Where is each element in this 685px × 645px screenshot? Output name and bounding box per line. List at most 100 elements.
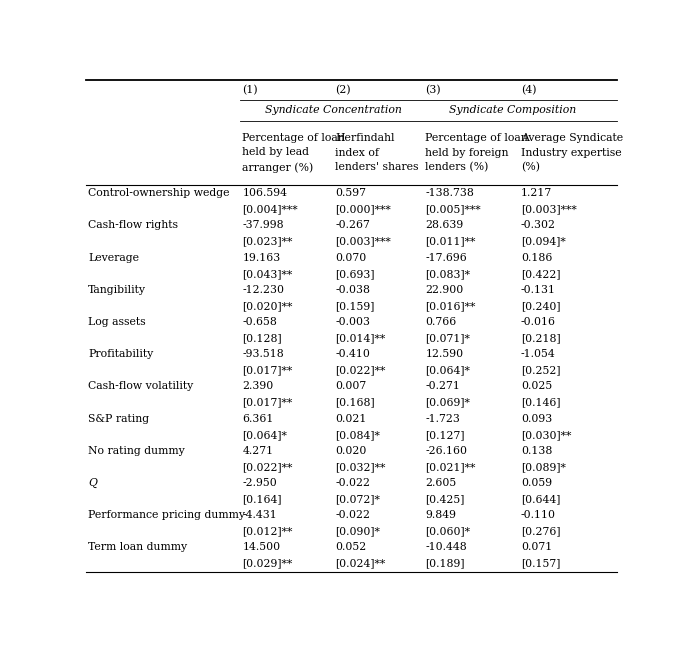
Text: [0.089]*: [0.089]* — [521, 462, 566, 472]
Text: -0.003: -0.003 — [335, 317, 370, 327]
Text: -0.038: -0.038 — [335, 285, 370, 295]
Text: [0.020]**: [0.020]** — [242, 301, 292, 311]
Text: [0.004]***: [0.004]*** — [242, 204, 298, 214]
Text: [0.011]**: [0.011]** — [425, 237, 476, 246]
Text: [0.000]***: [0.000]*** — [335, 204, 391, 214]
Text: 28.639: 28.639 — [425, 221, 464, 230]
Text: (1): (1) — [242, 84, 258, 95]
Text: S&P rating: S&P rating — [88, 413, 149, 424]
Text: -10.448: -10.448 — [425, 542, 467, 552]
Text: [0.043]**: [0.043]** — [242, 269, 292, 279]
Text: [0.072]*: [0.072]* — [335, 494, 380, 504]
Text: Cash-flow rights: Cash-flow rights — [88, 221, 178, 230]
Text: -0.302: -0.302 — [521, 221, 556, 230]
Text: 0.025: 0.025 — [521, 381, 552, 392]
Text: -138.738: -138.738 — [425, 188, 474, 198]
Text: [0.014]**: [0.014]** — [335, 333, 386, 343]
Text: [0.012]**: [0.012]** — [242, 526, 292, 536]
Text: [0.693]: [0.693] — [335, 269, 375, 279]
Text: [0.003]***: [0.003]*** — [521, 204, 577, 214]
Text: 0.093: 0.093 — [521, 413, 552, 424]
Text: [0.023]**: [0.023]** — [242, 237, 292, 246]
Text: 4.271: 4.271 — [242, 446, 273, 456]
Text: [0.024]**: [0.024]** — [335, 559, 386, 568]
Text: [0.128]: [0.128] — [242, 333, 282, 343]
Text: Syndicate Composition: Syndicate Composition — [449, 105, 577, 115]
Text: Average Syndicate
Industry expertise
(%): Average Syndicate Industry expertise (%) — [521, 134, 623, 172]
Text: [0.005]***: [0.005]*** — [425, 204, 481, 214]
Text: 22.900: 22.900 — [425, 285, 464, 295]
Text: [0.425]: [0.425] — [425, 494, 464, 504]
Text: [0.032]**: [0.032]** — [335, 462, 386, 472]
Text: -37.998: -37.998 — [242, 221, 284, 230]
Text: -2.950: -2.950 — [242, 478, 277, 488]
Text: 1.217: 1.217 — [521, 188, 552, 198]
Text: [0.090]*: [0.090]* — [335, 526, 380, 536]
Text: [0.017]**: [0.017]** — [242, 397, 292, 408]
Text: -26.160: -26.160 — [425, 446, 467, 456]
Text: 2.390: 2.390 — [242, 381, 273, 392]
Text: -0.267: -0.267 — [335, 221, 370, 230]
Text: [0.146]: [0.146] — [521, 397, 560, 408]
Text: -17.696: -17.696 — [425, 253, 467, 263]
Text: 12.590: 12.590 — [425, 349, 464, 359]
Text: -0.271: -0.271 — [425, 381, 460, 392]
Text: [0.164]: [0.164] — [242, 494, 282, 504]
Text: Leverage: Leverage — [88, 253, 139, 263]
Text: Q: Q — [88, 478, 97, 488]
Text: -0.022: -0.022 — [335, 478, 370, 488]
Text: 0.597: 0.597 — [335, 188, 366, 198]
Text: (2): (2) — [335, 84, 351, 95]
Text: [0.159]: [0.159] — [335, 301, 375, 311]
Text: [0.030]**: [0.030]** — [521, 430, 571, 440]
Text: [0.189]: [0.189] — [425, 559, 465, 568]
Text: No rating dummy: No rating dummy — [88, 446, 185, 456]
Text: 106.594: 106.594 — [242, 188, 287, 198]
Text: 0.020: 0.020 — [335, 446, 366, 456]
Text: Syndicate Concentration: Syndicate Concentration — [265, 105, 402, 115]
Text: -0.022: -0.022 — [335, 510, 370, 521]
Text: (3): (3) — [425, 84, 441, 95]
Text: [0.276]: [0.276] — [521, 526, 560, 536]
Text: -0.110: -0.110 — [521, 510, 556, 521]
Text: -12.230: -12.230 — [242, 285, 284, 295]
Text: -93.518: -93.518 — [242, 349, 284, 359]
Text: Log assets: Log assets — [88, 317, 146, 327]
Text: 0.007: 0.007 — [335, 381, 366, 392]
Text: Term loan dummy: Term loan dummy — [88, 542, 188, 552]
Text: 19.163: 19.163 — [242, 253, 280, 263]
Text: 0.021: 0.021 — [335, 413, 366, 424]
Text: [0.422]: [0.422] — [521, 269, 560, 279]
Text: [0.644]: [0.644] — [521, 494, 560, 504]
Text: -0.016: -0.016 — [521, 317, 556, 327]
Text: -4.431: -4.431 — [242, 510, 277, 521]
Text: 0.138: 0.138 — [521, 446, 552, 456]
Text: -1.723: -1.723 — [425, 413, 460, 424]
Text: [0.003]***: [0.003]*** — [335, 237, 391, 246]
Text: [0.022]**: [0.022]** — [335, 365, 386, 375]
Text: 0.071: 0.071 — [521, 542, 552, 552]
Text: 0.059: 0.059 — [521, 478, 552, 488]
Text: [0.069]*: [0.069]* — [425, 397, 471, 408]
Text: [0.016]**: [0.016]** — [425, 301, 476, 311]
Text: [0.060]*: [0.060]* — [425, 526, 471, 536]
Text: -0.410: -0.410 — [335, 349, 370, 359]
Text: [0.071]*: [0.071]* — [425, 333, 471, 343]
Text: -0.131: -0.131 — [521, 285, 556, 295]
Text: 6.361: 6.361 — [242, 413, 273, 424]
Text: [0.017]**: [0.017]** — [242, 365, 292, 375]
Text: [0.094]*: [0.094]* — [521, 237, 566, 246]
Text: [0.168]: [0.168] — [335, 397, 375, 408]
Text: -1.054: -1.054 — [521, 349, 556, 359]
Text: Cash-flow volatility: Cash-flow volatility — [88, 381, 194, 392]
Text: [0.064]*: [0.064]* — [242, 430, 287, 440]
Text: 2.605: 2.605 — [425, 478, 457, 488]
Text: 0.052: 0.052 — [335, 542, 366, 552]
Text: [0.021]**: [0.021]** — [425, 462, 476, 472]
Text: 0.186: 0.186 — [521, 253, 552, 263]
Text: 0.070: 0.070 — [335, 253, 366, 263]
Text: [0.029]**: [0.029]** — [242, 559, 292, 568]
Text: [0.240]: [0.240] — [521, 301, 560, 311]
Text: Profitability: Profitability — [88, 349, 153, 359]
Text: [0.157]: [0.157] — [521, 559, 560, 568]
